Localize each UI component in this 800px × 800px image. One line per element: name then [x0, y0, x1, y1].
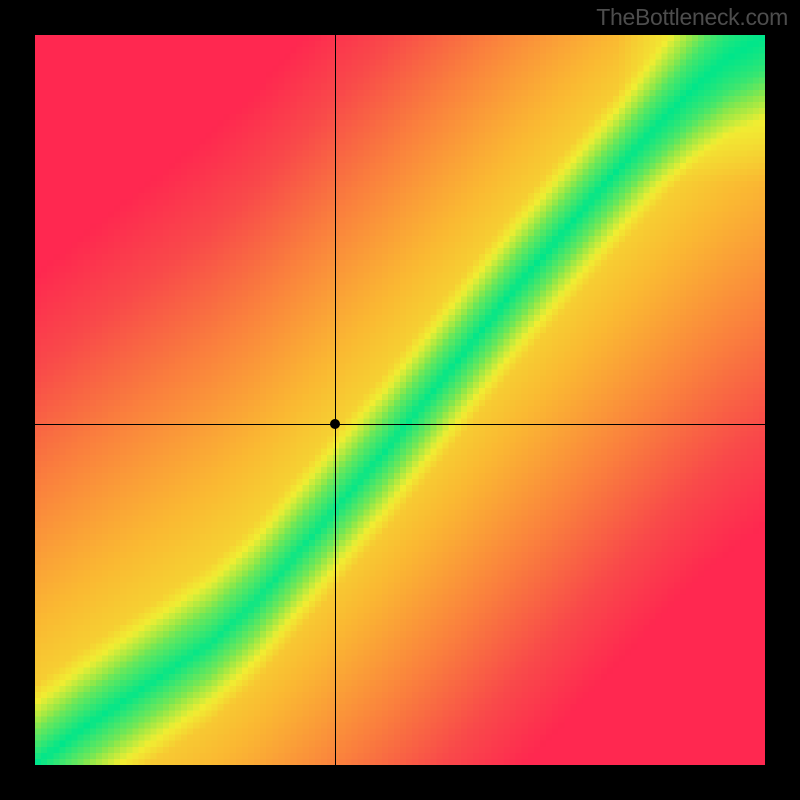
bottleneck-heatmap — [35, 35, 765, 765]
selection-marker — [330, 419, 340, 429]
crosshair-horizontal — [35, 424, 765, 425]
heatmap-canvas — [35, 35, 765, 765]
crosshair-vertical — [335, 35, 336, 765]
watermark: TheBottleneck.com — [596, 4, 788, 31]
